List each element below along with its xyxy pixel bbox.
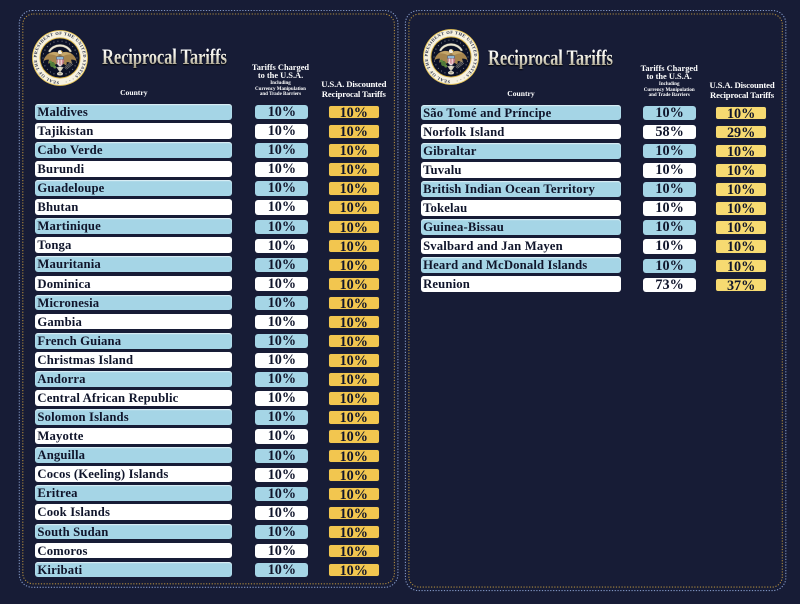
panel-borders: SEAL OF THE PRESIDENT OF THE UNITED STAT… — [18, 9, 787, 592]
